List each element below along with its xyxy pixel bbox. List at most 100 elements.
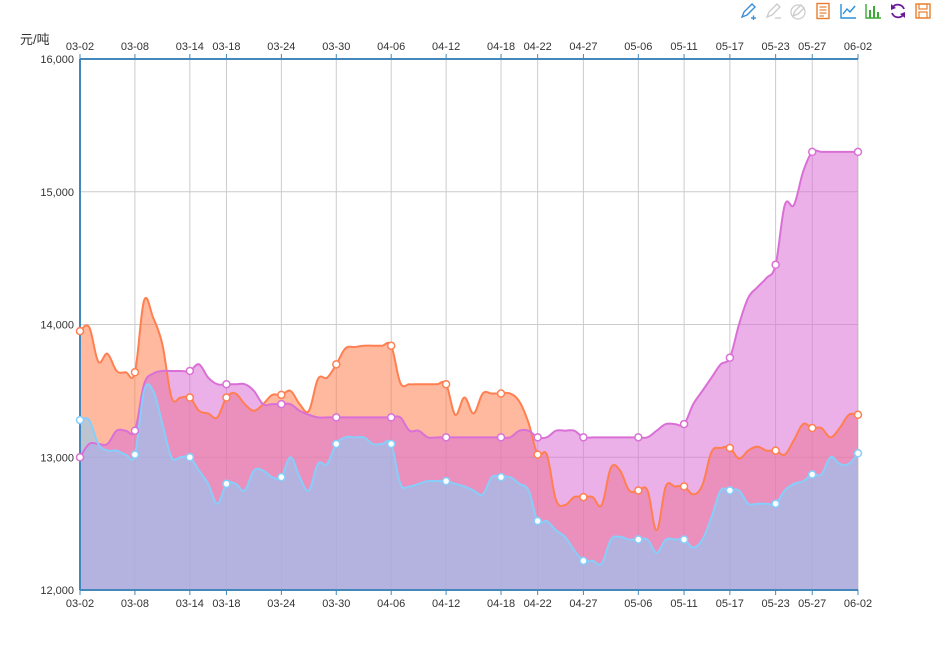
- x-tick-label-top: 05-27: [798, 41, 826, 53]
- x-tick-label-bottom: 03-14: [176, 598, 204, 610]
- x-tick-label-top: 05-06: [624, 41, 652, 53]
- x-tick-label-top: 03-30: [322, 41, 350, 53]
- save-image-icon[interactable]: [914, 2, 932, 20]
- y-tick-label: 14,000: [40, 320, 74, 332]
- data-point: [185, 366, 195, 376]
- x-tick-label-top: 04-18: [487, 41, 515, 53]
- x-tick-label-bottom: 05-27: [798, 598, 826, 610]
- data-point: [579, 492, 588, 502]
- series-area-2: [80, 384, 858, 590]
- mark-undo-icon[interactable]: [764, 2, 782, 20]
- data-point: [332, 439, 341, 449]
- x-tick-label-top: 03-24: [267, 41, 295, 53]
- y-tick-label: 15,000: [40, 187, 74, 199]
- data-point: [277, 472, 286, 482]
- data-point: [222, 393, 231, 402]
- data-point: [332, 413, 341, 422]
- bar-chart-icon[interactable]: [864, 2, 882, 20]
- series-points: [75, 147, 863, 566]
- data-point: [807, 470, 817, 479]
- x-tick-label-top: 05-17: [716, 41, 744, 53]
- toolbox: [739, 2, 932, 20]
- x-tick-label-bottom: 03-08: [121, 598, 149, 610]
- data-point: [771, 260, 780, 270]
- data-point: [853, 147, 863, 157]
- data-point: [277, 399, 286, 409]
- x-tick-label-top: 05-11: [670, 41, 697, 53]
- x-tick-label-top: 03-08: [121, 41, 149, 53]
- data-point: [441, 379, 451, 389]
- data-point: [807, 423, 817, 433]
- data-point: [222, 379, 231, 389]
- data-point: [579, 433, 588, 442]
- data-point: [533, 516, 542, 526]
- data-point: [496, 433, 506, 442]
- data-point: [853, 449, 863, 458]
- data-point: [807, 147, 817, 157]
- data-point: [75, 415, 85, 425]
- data-point: [386, 439, 396, 449]
- data-point: [75, 326, 85, 336]
- data-view-icon[interactable]: [814, 2, 832, 20]
- x-tick-label-top: 04-06: [377, 41, 405, 53]
- x-tick-label-top: 05-23: [762, 41, 790, 53]
- x-tick-label-bottom: 05-23: [762, 598, 790, 610]
- x-tick-label-bottom: 05-17: [716, 598, 744, 610]
- mark-pen-icon[interactable]: [739, 2, 757, 20]
- data-point: [496, 472, 506, 482]
- data-point: [496, 389, 506, 398]
- y-tick-label: 12,000: [40, 585, 74, 597]
- x-tick-label-top: 04-12: [432, 41, 460, 53]
- y-axis-unit-label: 元/吨: [20, 32, 50, 47]
- y-tick-label: 13,000: [40, 452, 74, 464]
- x-tick-label-bottom: 04-27: [569, 598, 597, 610]
- x-tick-label-top: 03-14: [176, 41, 204, 53]
- data-point: [634, 535, 643, 544]
- data-point: [725, 486, 735, 495]
- x-tick-label-bottom: 03-02: [66, 598, 94, 610]
- x-tick-label-bottom: 05-06: [624, 598, 652, 610]
- x-tick-label-top: 03-02: [66, 41, 94, 53]
- data-point: [441, 476, 451, 486]
- x-tick-label-top: 04-27: [569, 41, 597, 53]
- data-point: [386, 413, 396, 422]
- data-point: [579, 556, 588, 566]
- data-point: [386, 341, 396, 350]
- data-point: [222, 479, 231, 489]
- x-tick-label-bottom: 04-18: [487, 598, 515, 610]
- data-point: [332, 360, 341, 369]
- x-tick-label-bottom: 04-22: [524, 598, 552, 610]
- data-point: [533, 433, 542, 442]
- x-tick-label-bottom: 06-02: [844, 598, 872, 610]
- x-tick-label-bottom: 04-12: [432, 598, 460, 610]
- data-point: [634, 486, 643, 495]
- data-point: [679, 419, 689, 429]
- data-point: [725, 443, 735, 453]
- x-tick-label-bottom: 03-30: [322, 598, 350, 610]
- data-point: [533, 450, 542, 459]
- restore-icon[interactable]: [889, 2, 907, 20]
- data-point: [771, 446, 780, 455]
- data-point: [725, 353, 735, 362]
- data-point: [277, 390, 286, 400]
- x-tick-label-bottom: 04-06: [377, 598, 405, 610]
- data-point: [634, 433, 643, 442]
- data-point: [185, 393, 195, 402]
- x-tick-label-top: 03-18: [212, 41, 240, 53]
- line-chart-icon[interactable]: [839, 2, 857, 20]
- data-point: [853, 410, 863, 420]
- x-tick-label-top: 04-22: [524, 41, 552, 53]
- data-point: [441, 433, 451, 442]
- x-tick-label-bottom: 03-24: [267, 598, 295, 610]
- mark-clear-icon[interactable]: [789, 2, 807, 20]
- data-point: [771, 499, 780, 508]
- data-point: [75, 453, 85, 462]
- x-tick-label-bottom: 05-11: [670, 598, 697, 610]
- x-tick-label-bottom: 03-18: [212, 598, 240, 610]
- x-tick-label-top: 06-02: [844, 41, 872, 53]
- data-point: [130, 426, 140, 435]
- data-point: [130, 368, 140, 377]
- data-point: [679, 535, 689, 544]
- series-areas: [80, 150, 858, 590]
